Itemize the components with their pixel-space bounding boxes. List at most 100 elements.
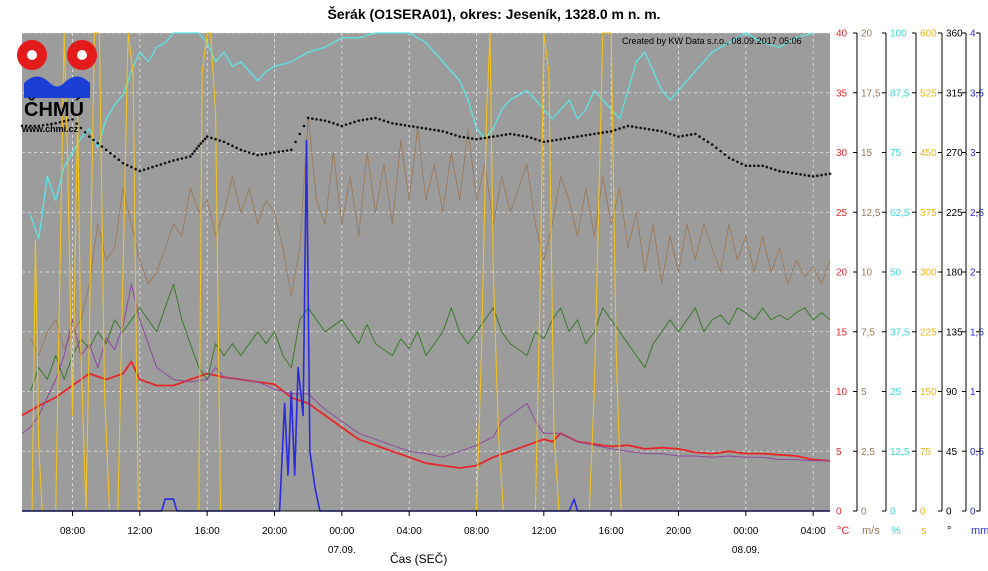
wind-direction-point	[399, 123, 403, 126]
wind-direction-point	[214, 137, 217, 141]
y-tick-label-wind_speed: 2,5	[861, 447, 875, 458]
x-tick-label: 08:00	[60, 526, 85, 537]
wind-direction-point	[247, 151, 251, 154]
wind-direction-point	[294, 140, 297, 144]
wind-direction-point	[199, 142, 203, 145]
wind-direction-point	[635, 125, 638, 129]
wind-direction-point	[88, 135, 91, 138]
wind-direction-point	[75, 122, 79, 125]
wind-direction-point	[218, 139, 222, 142]
y-tick-label-sunshine: 300	[920, 268, 937, 279]
wind-direction-point	[811, 175, 815, 178]
wind-direction-point	[492, 135, 495, 138]
wind-direction-point	[651, 128, 655, 132]
wind-direction-point	[433, 128, 436, 132]
wind-direction-point	[424, 127, 428, 130]
series-layer	[20, 32, 832, 512]
y-tick-label-temperature: 25	[836, 208, 848, 219]
wind-direction-point	[50, 122, 53, 126]
wind-direction-point	[601, 131, 605, 134]
wind-direction-point	[231, 144, 234, 148]
wind-direction-point	[273, 151, 276, 154]
wind-direction-point	[761, 164, 764, 168]
wind-direction-point	[235, 146, 238, 150]
wind-direction-point	[71, 118, 74, 121]
wind-direction-point	[336, 123, 339, 126]
logo-blue-wave-icon	[24, 76, 90, 98]
wind-direction-point	[584, 133, 588, 137]
y-tick-label-wind_direction: 0	[946, 507, 952, 518]
wind-direction-point	[29, 124, 32, 128]
wind-direction-point	[142, 168, 146, 172]
chmi-logo	[12, 38, 102, 138]
wind-direction-point	[285, 149, 289, 152]
y-tick-label-precipitation: 2,5	[970, 208, 984, 219]
wind-direction-point	[614, 128, 617, 132]
wind-direction-point	[664, 131, 668, 134]
wind-direction-point	[176, 158, 180, 161]
x-tick-label: 16:00	[195, 526, 220, 537]
wind-direction-point	[386, 120, 390, 124]
wind-direction-point	[210, 136, 213, 140]
wind-direction-point	[184, 156, 188, 159]
wind-direction-point	[769, 167, 773, 170]
wind-direction-point	[727, 156, 731, 160]
wind-direction-point	[395, 122, 398, 126]
wind-direction-point	[311, 117, 314, 120]
wind-direction-point	[618, 127, 621, 130]
y-tick-label-wind_direction: 360	[946, 29, 963, 40]
wind-direction-point	[268, 151, 272, 155]
y-tick-label-wind_speed: 10	[861, 268, 873, 279]
wind-direction-point	[45, 123, 49, 126]
wind-direction-point	[731, 158, 735, 162]
unit-label-humidity: %	[891, 525, 901, 537]
wind-direction-point	[327, 120, 331, 124]
wind-direction-point	[365, 118, 369, 121]
wind-direction-point	[344, 123, 348, 126]
y-tick-label-precipitation: 1	[970, 387, 976, 398]
wind-direction-point	[195, 147, 198, 150]
x-date-label: 08.09.	[732, 545, 760, 556]
wind-direction-point	[622, 125, 626, 129]
wind-direction-point	[765, 165, 769, 169]
wind-direction-point	[83, 130, 87, 134]
wind-direction-point	[146, 167, 150, 170]
wind-direction-point	[96, 141, 100, 145]
y-tick-label-sunshine: 375	[920, 208, 937, 219]
wind-direction-point	[773, 168, 777, 172]
x-tick-label: 00:00	[329, 526, 354, 537]
wind-direction-point	[656, 129, 659, 132]
wind-direction-point	[639, 126, 642, 130]
y-tick-label-humidity: 75	[890, 148, 902, 159]
wind-direction-point	[348, 121, 352, 125]
wind-direction-point	[428, 127, 432, 131]
wind-direction-point	[54, 121, 57, 125]
y-tick-label-wind_direction: 135	[946, 327, 963, 338]
wind-direction-point	[243, 149, 247, 153]
wind-direction-point	[824, 173, 828, 176]
wind-direction-point	[416, 125, 419, 129]
wind-direction-point	[306, 116, 310, 120]
wind-direction-point	[820, 173, 823, 177]
wind-direction-point	[66, 119, 70, 122]
y-tick-label-wind_speed: 12,5	[861, 208, 881, 219]
wind-direction-point	[605, 130, 609, 134]
wind-direction-point	[172, 159, 175, 162]
unit-label-precipitation: mm	[971, 525, 988, 537]
wind-direction-point	[441, 129, 445, 133]
wind-direction-point	[458, 135, 461, 138]
x-axis: 08:00 12:00 16:00 20:00 00:00 07.09. 04:00 08:0…	[22, 510, 830, 556]
wind-direction-point	[466, 136, 470, 140]
wind-direction-point	[226, 142, 230, 146]
wind-direction-point	[715, 146, 718, 150]
y-tick-label-wind_speed: 5	[861, 387, 867, 398]
y-tick-label-temperature: 5	[836, 447, 842, 458]
wind-direction-point	[685, 133, 689, 137]
y-tick-label-precipitation: 4	[970, 29, 976, 40]
y-tick-label-sunshine: 450	[920, 148, 937, 159]
wind-direction-point	[100, 145, 104, 148]
y-axes: 0510152025303540°C02,557,51012,51517,520…	[836, 29, 988, 538]
y-tick-label-humidity: 87,5	[890, 88, 910, 99]
wind-direction-point	[643, 127, 647, 130]
wind-direction-point	[744, 164, 748, 168]
